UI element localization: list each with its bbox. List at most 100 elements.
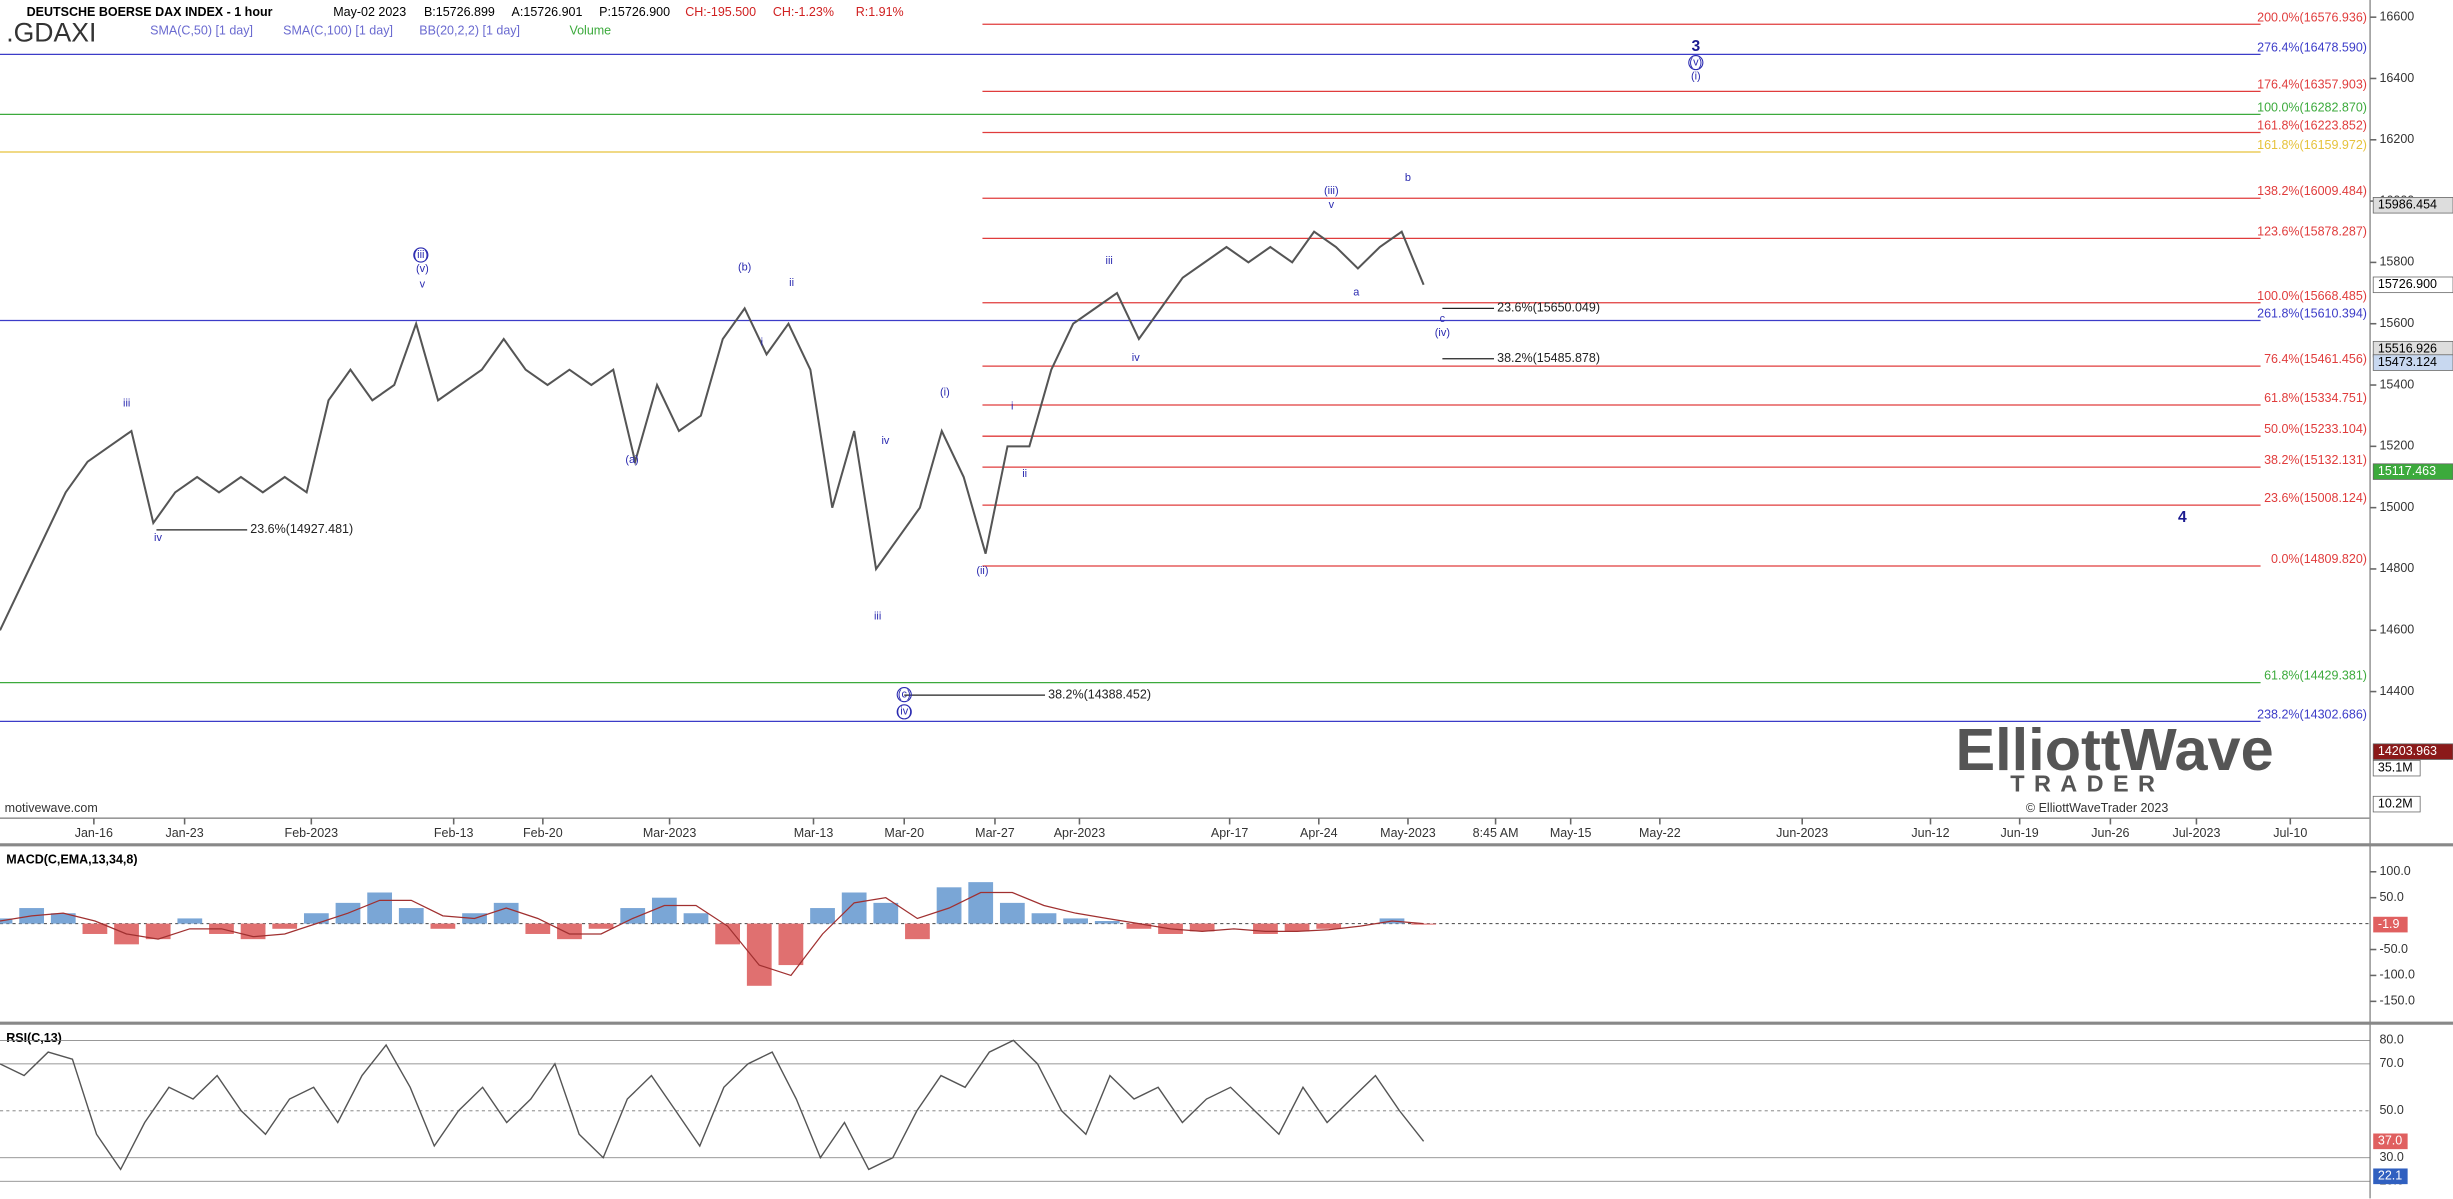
volume-box: [2372, 759, 2421, 777]
price-box: [2372, 197, 2453, 214]
y-tick-label: 14800: [2379, 561, 2414, 575]
y-tick-label: 50.0: [2379, 890, 2403, 904]
fib-label: 50.0%(15233.104): [2264, 422, 2367, 436]
macd-bar: [1284, 923, 1310, 932]
wave-circle: [896, 687, 912, 703]
wave-label: (c): [898, 689, 911, 701]
wave-label: (i): [1691, 71, 1701, 83]
y-tick-label: 15000: [2379, 500, 2414, 514]
source: motivewave.com: [5, 801, 98, 815]
wave-circle: [896, 704, 912, 720]
macd-bar: [620, 908, 646, 924]
wave-label: v: [1329, 199, 1335, 211]
fib-label: 276.4%(16478.590): [2257, 40, 2367, 54]
macd-bar: [557, 923, 582, 940]
wave-label: (iv): [1435, 327, 1450, 339]
price-box-label: 15117.463: [2378, 464, 2436, 478]
volume-box: [2372, 795, 2421, 813]
wave-label: i: [761, 337, 763, 349]
copyright: © ElliottWaveTrader 2023: [2026, 801, 2168, 815]
header-ask: A:15726.901: [512, 5, 583, 19]
fib-label: 61.8%(14429.381): [2264, 669, 2367, 683]
macd-bar: [651, 897, 677, 924]
current-box: [2373, 1168, 2408, 1185]
fib-label: 138.2%(16009.484): [2257, 184, 2367, 198]
x-tick-label: Apr-2023: [1054, 826, 1105, 840]
macd-bar: [1126, 923, 1152, 929]
price-box: [2372, 276, 2453, 294]
wave-label: 3: [1691, 38, 1700, 55]
fib-note: 23.6%(15650.049): [1497, 301, 1600, 315]
price-box: [2372, 463, 2453, 480]
x-tick-label: Jun-19: [2001, 826, 2039, 840]
current-box: [2373, 1133, 2408, 1150]
x-tick-label: Feb-2023: [285, 826, 339, 840]
wave-label: i: [1011, 401, 1013, 413]
y-tick-label: -50.0: [2379, 942, 2408, 956]
macd-bar: [82, 923, 108, 934]
wave-label: iv: [154, 532, 162, 544]
x-tick-label: Mar-13: [794, 826, 834, 840]
rsi-line: [0, 1039, 1425, 1171]
price-box-label: 15726.900: [2378, 277, 2437, 291]
price-box-label: 15473.124: [2378, 355, 2437, 369]
wave-label: a: [1353, 286, 1360, 298]
macd-bar: [303, 913, 329, 924]
current-label: 22.1: [2378, 1169, 2402, 1183]
y-tick-label: 14400: [2379, 684, 2414, 698]
header-change: CH:-195.500: [685, 5, 756, 19]
symbol: .GDAXI: [6, 17, 96, 47]
macd-bar: [367, 892, 393, 924]
fib-label: 61.8%(15334.751): [2264, 391, 2367, 405]
header-range: R:1.91%: [856, 5, 904, 19]
x-tick-label: 8:45 AM: [1473, 826, 1519, 840]
x-tick-label: Apr-17: [1211, 826, 1249, 840]
x-tick-label: Feb-20: [523, 826, 563, 840]
current-box: [2373, 916, 2408, 933]
y-tick-label: 16200: [2379, 132, 2414, 146]
macd-bar: [683, 913, 709, 924]
macd-bar: [1253, 923, 1278, 934]
header-change-pct: CH:-1.23%: [773, 5, 834, 19]
wave-label: (ii): [976, 565, 988, 577]
macd-bar: [1063, 918, 1089, 924]
logo: TRADER: [2010, 771, 2164, 797]
macd-bar: [905, 923, 930, 940]
macd-bar: [430, 923, 456, 929]
y-tick-label: 100.0: [2379, 864, 2410, 878]
y-tick-label: 50.0: [2379, 1103, 2403, 1117]
macd-bar: [999, 902, 1025, 924]
fib-label: 176.4%(16357.903): [2257, 77, 2367, 91]
x-tick-label: Feb-13: [434, 826, 474, 840]
price-line: [0, 230, 1425, 631]
wave-label: (i): [940, 387, 950, 399]
y-tick-label: 16400: [2379, 71, 2414, 85]
volume-label: 35.1M: [2378, 760, 2413, 774]
y-tick-label: 80.0: [2379, 1033, 2403, 1047]
wave-circle: [1688, 54, 1704, 71]
fib-label: 238.2%(14302.686): [2257, 707, 2367, 721]
macd-bar: [50, 913, 76, 924]
wave-label: b: [1405, 172, 1411, 184]
macd-bar: [936, 887, 962, 924]
macd-bar: [398, 908, 424, 924]
y-tick-label: -150.0: [2379, 994, 2414, 1008]
wave-label: iii: [123, 398, 130, 410]
macd-bar: [968, 882, 994, 924]
fib-label: 100.0%(15668.485): [2257, 289, 2367, 303]
wave-circle: [413, 247, 429, 263]
fib-label: 200.0%(16576.936): [2257, 10, 2367, 24]
macd-bar: [1316, 923, 1342, 929]
fib-label: 261.8%(15610.394): [2257, 307, 2367, 321]
macd-bar: [778, 923, 804, 966]
y-tick-label: 30.0: [2379, 1150, 2403, 1164]
wave-label: (iv): [897, 706, 912, 718]
fib-note: 38.2%(15485.878): [1497, 351, 1600, 365]
y-tick-label: -100.0: [2379, 968, 2414, 982]
macd-bar: [1031, 913, 1057, 924]
macd-bar: [841, 892, 867, 924]
fib-label: 123.6%(15878.287): [2257, 224, 2367, 238]
x-tick-label: Jul-10: [2273, 826, 2307, 840]
